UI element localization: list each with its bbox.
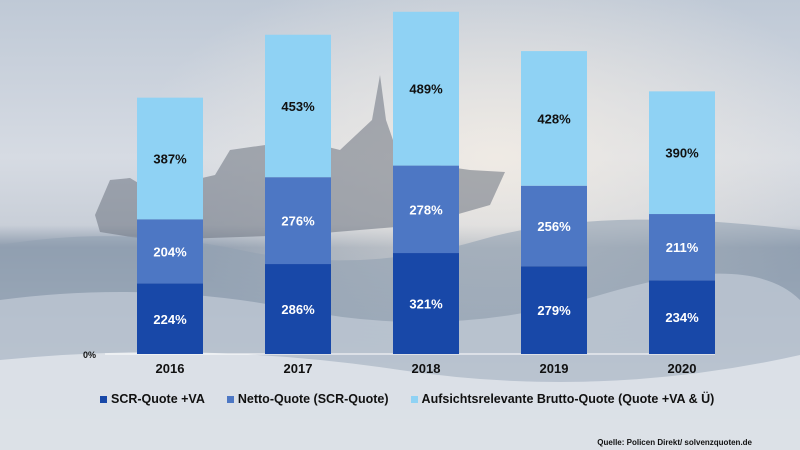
bar-2019-series-1 [521,185,587,267]
legend-label-netto-quote: Netto-Quote (SCR-Quote) [237,392,389,406]
data-label-2017-series-1: 276% [281,214,315,229]
bar-2017-series-1 [265,177,331,265]
bar-2018-series-0 [393,253,459,354]
data-label-2016-series-1: 204% [153,244,187,259]
bar-2016-series-2 [137,97,203,220]
legend-swatch-netto-quote [226,395,234,403]
data-label-2018-series-2: 489% [409,82,443,97]
chart-legend: SCR-Quote +VA Netto-Quote (SCR-Quote) Au… [100,392,790,406]
bar-2016-series-0 [137,283,203,354]
data-label-2018-series-0: 321% [409,297,443,312]
bar-2018-series-1 [393,165,459,254]
x-tick-label-2019: 2019 [540,361,569,376]
bar-value-labels: 224% 204% 387% 286% 276% 453% 321% 278% 489% 279%… [153,82,699,327]
legend-item-scr-quote: SCR-Quote +VA [100,392,205,406]
bar-2018-series-2 [393,11,459,166]
bar-2017-series-0 [265,264,331,354]
data-label-2018-series-1: 278% [409,202,443,217]
x-tick-label-2020: 2020 [668,361,697,376]
legend-item-brutto-quote: Aufsichtsrelevante Brutto-Quote (Quote +… [410,392,715,406]
y-axis-tick-label: 0% [83,350,96,360]
x-tick-label-2018: 2018 [412,361,441,376]
legend-label-scr-quote: SCR-Quote +VA [111,392,205,406]
data-label-2016-series-0: 224% [153,312,187,327]
data-label-2020-series-1: 211% [666,240,699,255]
bar-2016-series-1 [137,219,203,284]
data-label-2019-series-2: 428% [537,111,571,126]
data-label-2019-series-1: 256% [537,219,571,234]
x-tick-label-2016: 2016 [156,361,185,376]
bar-2020-series-1 [649,214,715,281]
x-axis-tick-labels: 2016 2017 2018 2019 2020 [156,361,697,376]
x-tick-label-2017: 2017 [284,361,313,376]
data-label-2016-series-2: 387% [153,152,187,167]
legend-item-netto-quote: Netto-Quote (SCR-Quote) [226,392,389,406]
bar-2020-series-0 [649,280,715,354]
legend-label-brutto-quote: Aufsichtsrelevante Brutto-Quote (Quote +… [421,392,715,406]
data-label-2019-series-0: 279% [537,303,571,318]
source-note: Quelle: Policen Direkt/ solvenzquoten.de [597,438,752,447]
bar-2019-series-0 [521,266,587,354]
data-label-2020-series-0: 234% [665,310,699,325]
bar-2019-series-2 [521,51,587,186]
bar-group [137,11,715,354]
data-label-2017-series-2: 453% [281,99,315,114]
data-label-2017-series-0: 286% [281,302,315,317]
legend-swatch-scr-quote [100,395,107,403]
legend-swatch-brutto-quote [410,395,418,403]
data-label-2020-series-2: 390% [665,146,699,161]
bar-2017-series-2 [265,34,331,178]
bar-2020-series-2 [649,91,715,215]
